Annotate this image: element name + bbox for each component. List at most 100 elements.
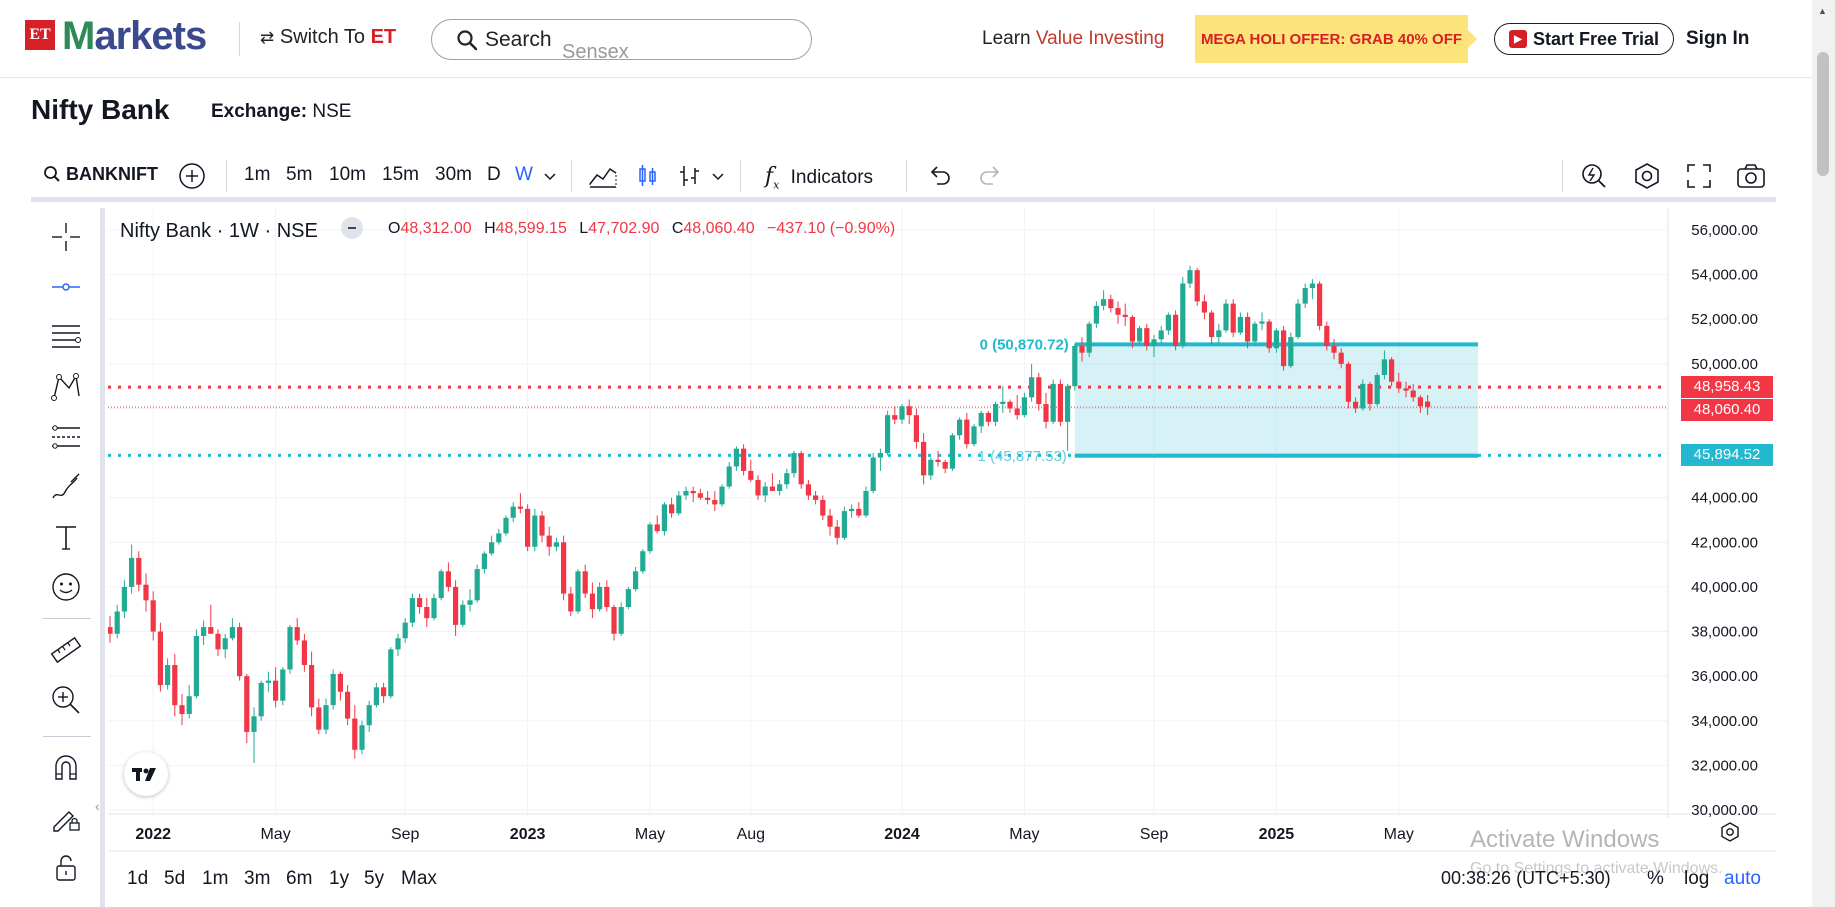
undo-icon[interactable] xyxy=(923,160,955,192)
candle xyxy=(1014,395,1020,420)
candle-body xyxy=(841,511,847,538)
candle xyxy=(121,580,127,619)
symbol-search-button[interactable]: BANKNIFT xyxy=(43,164,158,185)
collapse-toolbar-icon[interactable]: ‹ xyxy=(95,798,100,814)
bars-icon[interactable] xyxy=(674,160,706,192)
candle-body xyxy=(582,571,588,594)
candle-body xyxy=(1043,404,1049,422)
range-5y[interactable]: 5y xyxy=(364,868,385,889)
candle-body xyxy=(1309,283,1315,288)
brush-icon[interactable] xyxy=(49,470,83,504)
candle-body xyxy=(517,506,523,509)
candle-body xyxy=(121,586,127,612)
et-logo[interactable]: ET xyxy=(25,20,55,50)
interval-5m[interactable]: 5m xyxy=(286,164,313,185)
area-chart-icon[interactable] xyxy=(587,160,619,192)
candle xyxy=(525,504,531,552)
candle xyxy=(1245,312,1251,349)
lock-icon[interactable] xyxy=(49,851,83,885)
interval-10m[interactable]: 10m xyxy=(329,164,366,185)
candle-body xyxy=(863,491,869,516)
switch-to-et-link[interactable]: ⇄ Switch To ET xyxy=(260,26,396,49)
interval-15m[interactable]: 15m xyxy=(382,164,419,185)
candle xyxy=(777,479,783,496)
candle xyxy=(345,685,351,726)
candle-body xyxy=(438,571,444,599)
candle-body xyxy=(237,627,243,677)
range-1d[interactable]: 1d xyxy=(127,868,149,889)
percent-scale-button[interactable]: % xyxy=(1647,868,1664,889)
candlestick-chart[interactable]: 0 (50,870.72) 1 (45,877.53) 30,000.00 32,0… xyxy=(108,208,1776,907)
start-free-trial-button[interactable]: ▶ Start Free Trial xyxy=(1494,23,1674,55)
holi-offer-banner[interactable]: MEGA HOLI OFFER: GRAB 40% OFF xyxy=(1195,15,1468,63)
candle-body xyxy=(1237,317,1243,333)
candles-icon[interactable] xyxy=(631,160,663,192)
interval-d[interactable]: D xyxy=(487,164,501,185)
scrollbar-thumb[interactable] xyxy=(1817,52,1829,176)
tradingview-icon xyxy=(132,768,156,781)
candle-body xyxy=(748,470,754,480)
sign-in-link[interactable]: Sign In xyxy=(1686,28,1750,49)
rectangle-bottom-label: 1 (45,877.53) xyxy=(978,448,1067,465)
magnet-icon[interactable] xyxy=(49,751,83,785)
interval-w[interactable]: W xyxy=(515,164,533,185)
range-1y[interactable]: 1y xyxy=(329,868,350,889)
candle-body xyxy=(1288,337,1294,367)
interval-1m[interactable]: 1m xyxy=(244,164,271,185)
candle xyxy=(921,433,927,485)
range-5d[interactable]: 5d xyxy=(164,868,186,889)
page-scrollbar[interactable]: ▲ xyxy=(1812,0,1835,907)
candle xyxy=(165,658,171,690)
candle-body xyxy=(676,495,682,514)
forecast-tool-icon[interactable] xyxy=(49,420,83,454)
indicators-button[interactable]: fx Indicators xyxy=(765,164,873,191)
quick-search-icon[interactable] xyxy=(1578,160,1610,192)
log-scale-button[interactable]: log xyxy=(1684,868,1710,889)
add-symbol-icon[interactable] xyxy=(176,160,208,192)
fib-retracement-icon[interactable] xyxy=(49,320,83,354)
candle-body xyxy=(1029,377,1035,398)
clock-timezone[interactable]: 00:38:26 (UTC+5:30) xyxy=(1441,868,1611,888)
horizontal-line-tool-icon[interactable] xyxy=(49,270,83,304)
lock-drawings-icon[interactable] xyxy=(49,801,83,835)
fullscreen-icon[interactable] xyxy=(1683,160,1715,192)
range-6m[interactable]: 6m xyxy=(286,868,313,889)
legend-collapse-icon[interactable] xyxy=(341,217,364,239)
range-1m[interactable]: 1m xyxy=(202,868,229,889)
search-input[interactable]: Search Sensex xyxy=(431,19,812,63)
learn-value-investing-link[interactable]: Learn Value Investing xyxy=(982,28,1164,50)
interval-30m[interactable]: 30m xyxy=(435,164,472,185)
chevron-down-icon[interactable] xyxy=(541,160,559,192)
candle xyxy=(337,671,343,701)
tradingview-logo[interactable] xyxy=(124,752,168,796)
candle xyxy=(964,412,970,449)
candle-body xyxy=(985,412,991,422)
candle-body xyxy=(402,622,408,639)
range-max[interactable]: Max xyxy=(401,868,437,889)
markets-logo[interactable]: Markets xyxy=(62,14,207,59)
auto-scale-button[interactable]: auto xyxy=(1724,868,1761,889)
scroll-up-icon[interactable]: ▲ xyxy=(1818,6,1827,16)
range-3m[interactable]: 3m xyxy=(244,868,271,889)
camera-icon[interactable] xyxy=(1735,160,1767,192)
chevron-down-icon[interactable] xyxy=(709,160,727,192)
candle xyxy=(1209,310,1215,344)
search-icon xyxy=(44,166,60,182)
crosshair-icon[interactable] xyxy=(49,220,83,254)
settings-icon[interactable] xyxy=(1631,160,1663,192)
zoom-in-icon[interactable] xyxy=(49,683,83,717)
candle-body xyxy=(949,435,955,469)
text-tool-icon[interactable] xyxy=(49,520,83,554)
candle-body xyxy=(827,515,833,527)
emoji-icon[interactable] xyxy=(49,570,83,604)
candle xyxy=(1043,392,1049,429)
candle-body xyxy=(1065,386,1071,422)
candle xyxy=(575,569,581,614)
pattern-tool-icon[interactable] xyxy=(49,370,83,404)
price-tick-label: 42,000.00 xyxy=(1691,534,1758,551)
ruler-icon[interactable] xyxy=(49,633,83,667)
candle xyxy=(892,406,898,425)
chart-legend-title[interactable]: Nifty Bank · 1W · NSE xyxy=(120,217,364,243)
candle xyxy=(265,671,271,692)
chart-area[interactable]: 0 (50,870.72) 1 (45,877.53) 30,000.00 32,0… xyxy=(108,208,1776,907)
